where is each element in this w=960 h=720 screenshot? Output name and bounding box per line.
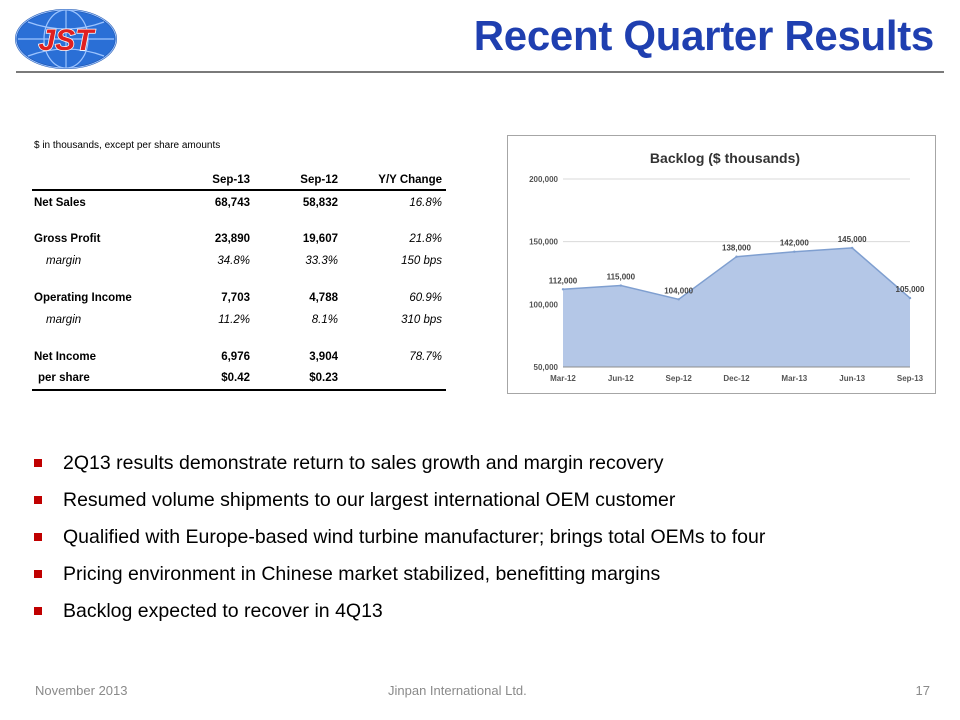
row-value: 7,703 <box>221 292 250 304</box>
row-value: 8.1% <box>311 314 338 326</box>
data-label: 112,000 <box>549 276 578 285</box>
row-label: per share <box>38 372 90 384</box>
bullet-text: 2Q13 results demonstrate return to sales… <box>63 452 664 474</box>
bullet-text: Qualified with Europe-based wind turbine… <box>63 526 766 548</box>
table-row: margin 11.2% 8.1% 310 bps <box>32 314 446 330</box>
page-number: 17 <box>915 683 930 698</box>
row-label: Net Income <box>34 351 96 363</box>
row-value: 19,607 <box>302 233 338 245</box>
row-label: margin <box>46 255 82 267</box>
column-header: Sep-12 <box>300 174 338 186</box>
row-label: Net Sales <box>34 197 86 209</box>
data-point <box>619 284 623 287</box>
row-value: $0.42 <box>221 372 250 384</box>
row-value: 11.2% <box>218 314 250 326</box>
bullet-item: Pricing environment in Chinese market st… <box>34 561 765 598</box>
row-value: 68,743 <box>214 197 250 209</box>
y-tick-label: 100,000 <box>529 300 558 309</box>
x-tick-label: Jun-12 <box>608 374 634 383</box>
data-label: 142,000 <box>780 239 809 248</box>
table-row: Gross Profit 23,890 19,607 21.8% <box>32 233 446 249</box>
bullet-item: Qualified with Europe-based wind turbine… <box>34 524 765 561</box>
x-tick-label: Mar-12 <box>550 374 576 383</box>
table-row: Net Income 6,976 3,904 78.7% <box>32 351 446 367</box>
footer-company: Jinpan International Ltd. <box>388 683 527 698</box>
row-value: 150 bps <box>401 255 442 267</box>
logo-text: JST <box>38 24 96 57</box>
row-value: 16.8% <box>409 197 442 209</box>
bullet-list: 2Q13 results demonstrate return to sales… <box>34 450 765 635</box>
backlog-chart: Backlog ($ thousands) 112,000 115,000 104,… <box>507 135 936 394</box>
y-tick-label: 150,000 <box>529 238 558 247</box>
row-value: 34.8% <box>217 255 250 267</box>
bullet-marker-icon <box>34 459 42 467</box>
x-tick-label: Sep-13 <box>897 374 924 383</box>
data-point <box>677 298 680 301</box>
company-logo: JST <box>14 8 118 70</box>
column-header: Sep-13 <box>212 174 250 186</box>
footer-date: November 2013 <box>35 683 128 698</box>
row-value: 33.3% <box>305 255 338 267</box>
data-point <box>735 255 738 258</box>
bullet-item: Backlog expected to recover in 4Q13 <box>34 598 765 635</box>
column-header: Y/Y Change <box>378 174 442 186</box>
x-tick-label: Jun-13 <box>839 374 865 383</box>
row-value: 58,832 <box>302 197 338 209</box>
bullet-marker-icon <box>34 533 42 541</box>
row-label: Gross Profit <box>34 233 101 245</box>
row-value: 23,890 <box>214 233 250 245</box>
bullet-item: 2Q13 results demonstrate return to sales… <box>34 450 765 487</box>
header-divider <box>16 71 944 73</box>
bullet-text: Backlog expected to recover in 4Q13 <box>63 600 383 622</box>
bullet-item: Resumed volume shipments to our largest … <box>34 487 765 524</box>
row-value: $0.23 <box>309 372 338 384</box>
data-label: 115,000 <box>607 273 636 282</box>
data-point <box>908 296 912 300</box>
x-tick-label: Sep-12 <box>666 374 693 383</box>
y-tick-label: 200,000 <box>529 175 558 184</box>
table-row: Operating Income 7,703 4,788 60.9% <box>32 292 446 308</box>
table-row: per share $0.42 $0.23 <box>32 372 446 388</box>
data-label: 104,000 <box>664 286 693 295</box>
data-point <box>850 246 854 250</box>
row-value: 3,904 <box>309 351 338 363</box>
table-note: $ in thousands, except per share amounts <box>34 140 221 151</box>
data-label: 105,000 <box>896 285 925 294</box>
bullet-marker-icon <box>34 607 42 615</box>
backlog-area <box>563 247 910 367</box>
y-tick-label: 50,000 <box>534 363 559 372</box>
row-value: 60.9% <box>409 292 442 304</box>
x-tick-label: Dec-12 <box>723 374 750 383</box>
table-row: margin 34.8% 33.3% 150 bps <box>32 255 446 271</box>
row-value: 21.8% <box>409 233 442 245</box>
row-value: 4,788 <box>309 292 338 304</box>
bullet-text: Pricing environment in Chinese market st… <box>63 563 661 585</box>
row-value: 310 bps <box>401 314 442 326</box>
page-title: Recent Quarter Results <box>473 12 935 59</box>
row-value: 78.7% <box>409 351 442 363</box>
row-label: Operating Income <box>34 292 132 304</box>
table-top-rule <box>32 189 446 191</box>
table-row: Net Sales 68,743 58,832 16.8% <box>32 197 446 213</box>
data-point <box>793 250 796 253</box>
chart-title: Backlog ($ thousands) <box>650 150 800 166</box>
table-bottom-rule <box>32 389 446 391</box>
bullet-marker-icon <box>34 496 42 504</box>
data-label: 145,000 <box>838 235 867 244</box>
data-point <box>561 288 565 291</box>
x-tick-label: Mar-13 <box>781 374 807 383</box>
bullet-text: Resumed volume shipments to our largest … <box>63 489 676 511</box>
row-label: margin <box>46 314 82 326</box>
backlog-chart-svg: Backlog ($ thousands) 112,000 115,000 104,… <box>529 150 925 383</box>
data-label: 138,000 <box>722 244 751 253</box>
table-header-row: Sep-13 Sep-12 Y/Y Change <box>32 174 446 190</box>
bullet-marker-icon <box>34 570 42 578</box>
row-value: 6,976 <box>221 351 250 363</box>
